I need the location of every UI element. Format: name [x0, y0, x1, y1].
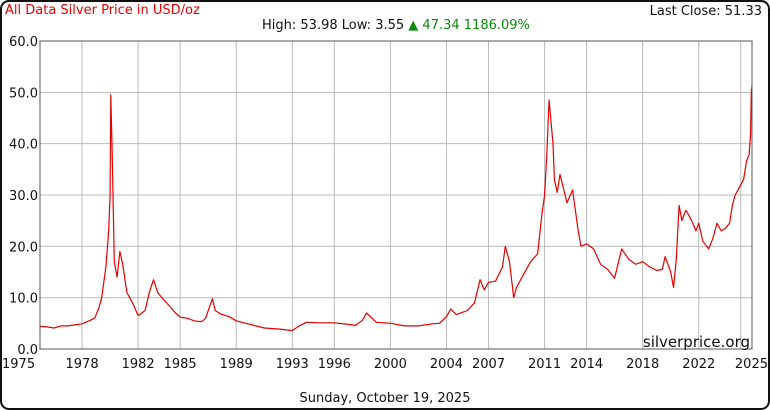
- y-tick-label: 20.0: [9, 240, 38, 255]
- low-value: 3.55: [375, 18, 405, 33]
- date-caption: Sunday, October 19, 2025: [299, 391, 471, 406]
- price-series-line: [39, 85, 753, 332]
- chart-title: All Data Silver Price in USD/oz: [5, 3, 200, 18]
- y-tick-label: 0.0: [17, 343, 38, 358]
- up-arrow-icon: ▲: [408, 18, 419, 33]
- last-close-readout: Last Close: 51.33: [650, 4, 762, 19]
- x-tick-label: 1985: [164, 357, 197, 372]
- x-tick-label: 2022: [682, 357, 715, 372]
- y-tick-label: 50.0: [9, 86, 38, 101]
- change-value: 47.34: [422, 18, 460, 33]
- x-tick-label: 2000: [374, 357, 407, 372]
- x-tick-label: 1982: [122, 357, 155, 372]
- x-tick-label: 2025: [735, 357, 768, 372]
- x-tick-label: 1989: [220, 357, 253, 372]
- y-tick-label: 40.0: [9, 138, 38, 153]
- y-axis-ticks: 0.0 10.0 20.0 30.0 40.0 50.0 60.0: [9, 35, 38, 358]
- x-tick-label: 2014: [570, 357, 603, 372]
- x-tick-label: 1978: [66, 357, 99, 372]
- y-tick-label: 30.0: [9, 189, 38, 204]
- high-label: High:: [262, 18, 297, 33]
- watermark: silverprice.org: [643, 333, 750, 351]
- high-value: 53.98: [300, 18, 338, 33]
- x-tick-label: 1996: [318, 357, 351, 372]
- y-tick-label: 60.0: [9, 35, 38, 50]
- last-close-value: 51.33: [724, 4, 762, 19]
- y-tick-label: 10.0: [9, 292, 38, 307]
- change-percent: 1186.09%: [463, 18, 530, 33]
- x-tick-label: 2007: [472, 357, 505, 372]
- low-label: Low:: [341, 18, 372, 33]
- price-stats: High: 53.98 Low: 3.55 ▲ 47.34 1186.09%: [262, 18, 530, 33]
- x-tick-label: 1975: [2, 357, 35, 372]
- x-tick-label: 2018: [626, 357, 659, 372]
- x-axis-ticks: 1975 1978 1982 1985 1989 1993 1996 2000 2004 2007…: [2, 357, 768, 372]
- x-tick-label: 2004: [430, 357, 463, 372]
- x-tick-label: 1993: [276, 357, 309, 372]
- x-tick-label: 2011: [528, 357, 561, 372]
- last-close-label: Last Close:: [649, 4, 721, 19]
- plot-border: [39, 40, 753, 350]
